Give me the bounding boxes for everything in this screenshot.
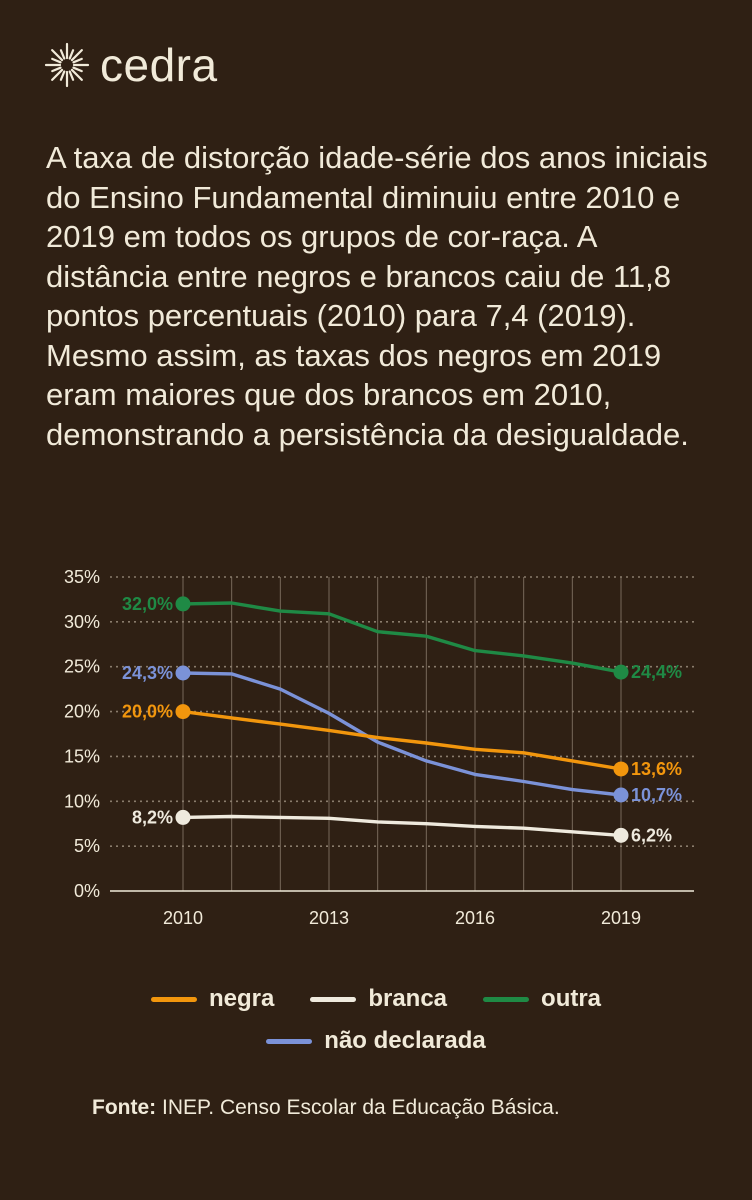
data-point-start <box>175 665 191 681</box>
legend-swatch <box>310 996 357 1002</box>
legend-item: negra <box>150 985 275 1013</box>
legend-row: negra branca outra <box>0 985 752 1013</box>
y-tick-label: 10% <box>64 791 100 811</box>
data-point-end <box>613 664 629 680</box>
x-tick-label: 2016 <box>455 908 495 928</box>
series-line-negra <box>181 709 623 771</box>
data-label-end: 24,4% <box>631 662 682 682</box>
y-tick-label: 20% <box>64 702 100 722</box>
legend-item: não declarada <box>266 1027 486 1055</box>
data-label-start: 8,2% <box>132 807 173 827</box>
x-tick-label: 2019 <box>601 908 641 928</box>
brand-name: cedra <box>100 39 218 91</box>
y-tick-label: 30% <box>64 612 100 632</box>
chart-legend: negra branca outra não declarada <box>0 985 752 1069</box>
source-note: Fonte: INEP. Censo Escolar da Educação B… <box>92 1096 560 1120</box>
x-tick-label: 2013 <box>309 908 349 928</box>
line-chart: 0% 5% 10% 15% 20% 25% 30% 35% 2010 2013 2016 2019 32… <box>64 567 694 928</box>
legend-swatch <box>150 996 197 1002</box>
data-label-start: 20,0% <box>122 702 173 722</box>
y-tick-label: 35% <box>64 567 100 587</box>
legend-item: outra <box>483 985 601 1013</box>
data-point-start <box>175 704 191 720</box>
legend-label: negra <box>208 985 275 1012</box>
data-label-start: 32,0% <box>122 594 173 614</box>
y-tick-label: 5% <box>74 836 100 856</box>
y-tick-label: 25% <box>64 657 100 677</box>
series-line-outra <box>181 601 623 674</box>
x-tick-label: 2010 <box>163 908 203 928</box>
data-label-end: 13,6% <box>631 759 682 779</box>
source-text: INEP. Censo Escolar da Educação Básica. <box>156 1096 560 1119</box>
series-line-branca <box>181 814 623 838</box>
data-point-end <box>613 787 629 803</box>
sun-icon <box>44 42 90 88</box>
data-label-end: 10,7% <box>631 785 682 805</box>
data-label-start: 24,3% <box>122 663 173 683</box>
data-point-end <box>613 827 629 843</box>
data-point-end <box>613 761 629 777</box>
legend-row: não declarada <box>0 1027 752 1055</box>
legend-swatch <box>266 1038 313 1044</box>
intro-text: A taxa de distorção idade-série dos anos… <box>46 140 708 452</box>
y-tick-label: 15% <box>64 746 100 766</box>
legend-item: branca <box>310 985 447 1013</box>
data-point-start <box>175 596 191 612</box>
legend-label: não declarada <box>324 1027 486 1054</box>
y-tick-label: 0% <box>74 881 100 901</box>
legend-label: outra <box>541 985 602 1012</box>
data-label-end: 6,2% <box>631 825 672 845</box>
series-line-não-declarada <box>181 671 623 797</box>
data-point-start <box>175 809 191 825</box>
legend-swatch <box>483 996 530 1002</box>
source-label: Fonte: <box>92 1096 157 1119</box>
brand-logo: cedra <box>44 42 218 88</box>
legend-label: branca <box>368 985 448 1012</box>
